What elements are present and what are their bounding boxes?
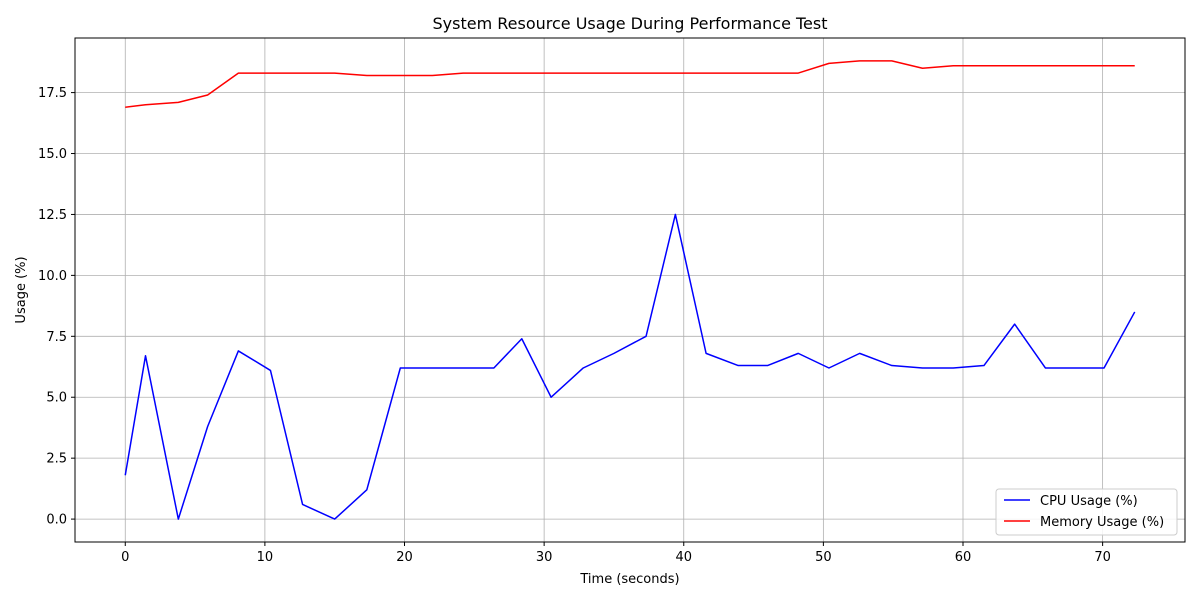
x-tick-label: 70	[1094, 550, 1111, 565]
y-tick-label: 7.5	[46, 330, 67, 345]
y-tick-label: 10.0	[38, 269, 67, 284]
x-axis-ticks: 0 10 20 30 40 50 60 70	[121, 542, 1111, 565]
cpu-usage-line	[124, 213, 1136, 520]
series-layer	[124, 60, 1136, 520]
memory-usage-line	[125, 60, 1135, 108]
y-tick-label: 12.5	[38, 208, 67, 223]
y-axis-ticks: 0.0 2.5 5.0 7.5 10.0 12.5 15.0 17.5	[38, 86, 75, 528]
x-tick-label: 60	[955, 550, 972, 565]
x-tick-label: 40	[675, 550, 692, 565]
legend-label-cpu: CPU Usage (%)	[1040, 494, 1138, 509]
legend: CPU Usage (%) Memory Usage (%)	[995, 488, 1178, 536]
grid	[75, 38, 1185, 542]
x-axis-label: Time (seconds)	[579, 572, 679, 587]
y-tick-label: 0.0	[46, 513, 67, 528]
x-tick-label: 50	[815, 550, 832, 565]
y-tick-label: 17.5	[38, 86, 67, 101]
y-tick-label: 15.0	[38, 147, 67, 162]
legend-box	[995, 488, 1178, 536]
plot-frame	[74, 37, 1186, 543]
y-tick-label: 2.5	[46, 452, 67, 467]
y-tick-label: 5.0	[46, 391, 67, 406]
x-tick-label: 30	[536, 550, 553, 565]
legend-label-memory: Memory Usage (%)	[1040, 515, 1164, 530]
chart-title: System Resource Usage During Performance…	[433, 14, 828, 33]
y-axis-label: Usage (%)	[14, 256, 29, 323]
x-tick-label: 0	[121, 550, 129, 565]
x-tick-label: 10	[257, 550, 274, 565]
x-tick-label: 20	[396, 550, 413, 565]
